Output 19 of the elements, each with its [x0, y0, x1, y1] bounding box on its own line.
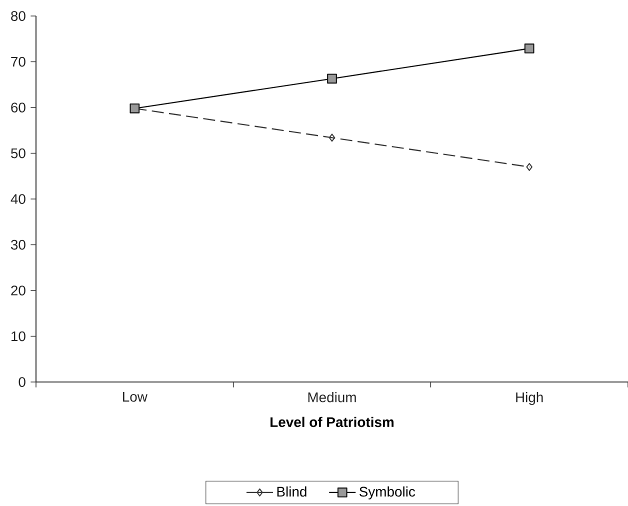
point — [526, 162, 532, 171]
y-tick-label: 20 — [11, 286, 26, 296]
point — [524, 44, 534, 54]
point — [327, 74, 337, 84]
x-tick-label: Low — [123, 392, 148, 402]
y-tick-label: 80 — [11, 11, 26, 21]
legend-label: Symbolic — [359, 486, 416, 500]
y-tick-label: 40 — [10, 194, 26, 204]
x-axis-title: Level of Patriotism — [270, 416, 394, 428]
legend-label: Blind — [277, 486, 306, 497]
y-tick-label: 70 — [11, 56, 26, 67]
y-tick-label: 30 — [10, 240, 26, 250]
y-tick-label: 10 — [12, 331, 26, 342]
point — [328, 134, 336, 142]
y-tick-label: 0 — [18, 377, 26, 387]
y-tick-label: 60 — [11, 102, 26, 112]
x-tick-label: High — [516, 392, 543, 406]
y-tick-label: 50 — [11, 148, 26, 158]
x-tick-label: Medium — [308, 392, 356, 402]
